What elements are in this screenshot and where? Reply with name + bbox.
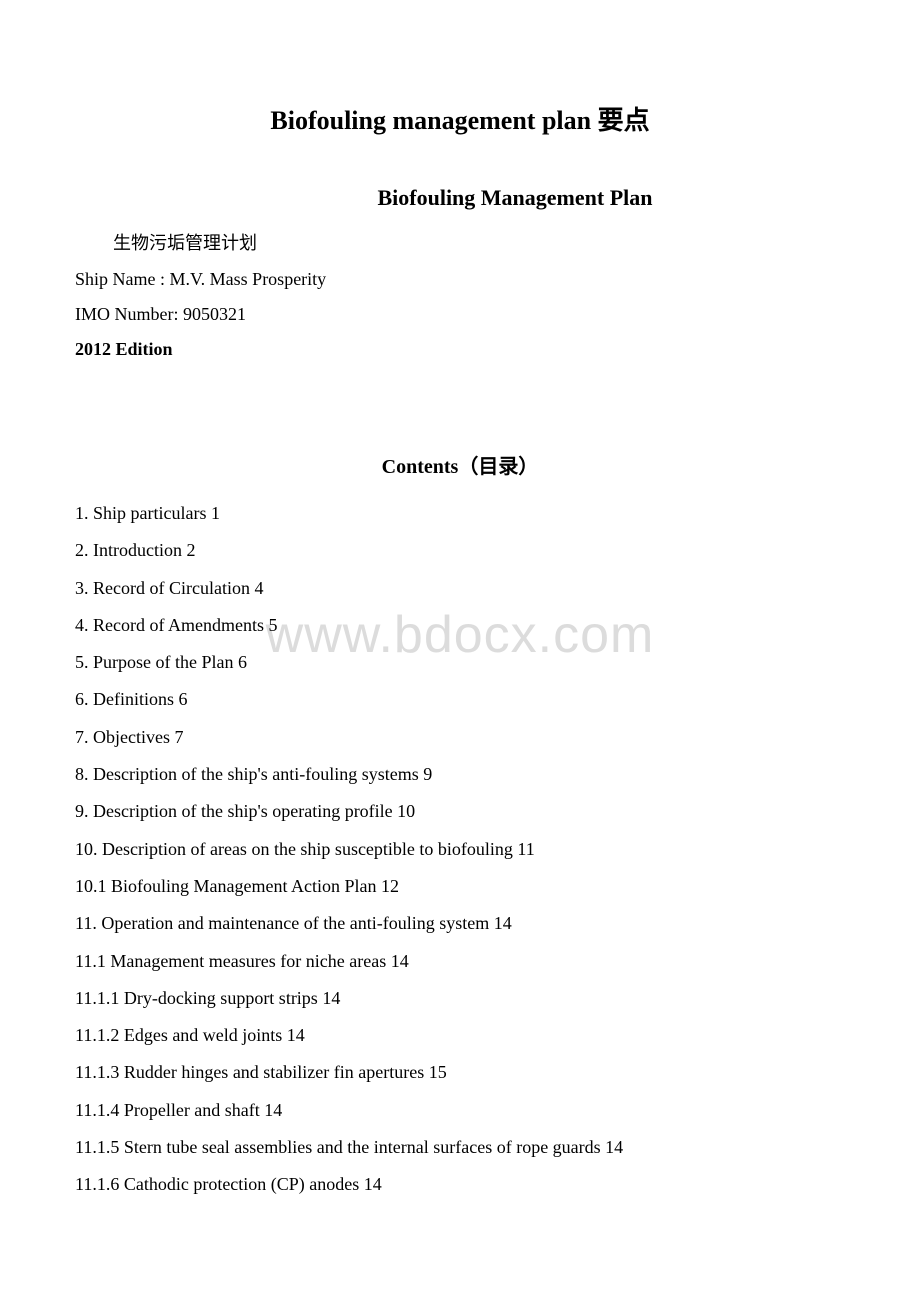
toc-entry: 3. Record of Circulation 4 <box>75 576 845 600</box>
toc-entry: 1. Ship particulars 1 <box>75 501 845 525</box>
toc-entry: 8. Description of the ship's anti-foulin… <box>75 762 845 786</box>
toc-entry: 10.1 Biofouling Management Action Plan 1… <box>75 874 845 898</box>
toc-entry: 11. Operation and maintenance of the ant… <box>75 911 845 935</box>
toc-entry: 11.1.6 Cathodic protection (CP) anodes 1… <box>75 1172 845 1196</box>
chinese-subtitle: 生物污垢管理计划 <box>75 229 845 255</box>
contents-heading: Contents（目录） <box>75 450 845 479</box>
toc-entry: 10. Description of areas on the ship sus… <box>75 837 845 861</box>
edition-line: 2012 Edition <box>75 339 845 360</box>
toc-entry: 11.1.1 Dry-docking support strips 14 <box>75 986 845 1010</box>
page-content: Biofouling management plan 要点 Biofouling… <box>75 100 845 1197</box>
toc-entry: 7. Objectives 7 <box>75 725 845 749</box>
toc-entry: 11.1 Management measures for niche areas… <box>75 949 845 973</box>
contents-label: Contents <box>382 456 459 478</box>
toc-entry: 11.1.5 Stern tube seal assemblies and th… <box>75 1135 845 1159</box>
toc-entry: 11.1.3 Rudder hinges and stabilizer fin … <box>75 1060 845 1084</box>
main-title: Biofouling management plan 要点 <box>75 100 845 137</box>
ship-name-line: Ship Name : M.V. Mass Prosperity <box>75 269 845 290</box>
toc-entry: 9. Description of the ship's operating p… <box>75 799 845 823</box>
toc-entry: 4. Record of Amendments 5 <box>75 613 845 637</box>
toc-entry: 6. Definitions 6 <box>75 687 845 711</box>
toc-entry: 11.1.2 Edges and weld joints 14 <box>75 1023 845 1047</box>
toc-entry: 5. Purpose of the Plan 6 <box>75 650 845 674</box>
contents-label-cjk: （目录） <box>458 456 538 478</box>
imo-number-line: IMO Number: 9050321 <box>75 304 845 325</box>
toc-entry: 2. Introduction 2 <box>75 538 845 562</box>
toc-entry: 11.1.4 Propeller and shaft 14 <box>75 1098 845 1122</box>
subtitle: Biofouling Management Plan <box>75 185 845 211</box>
